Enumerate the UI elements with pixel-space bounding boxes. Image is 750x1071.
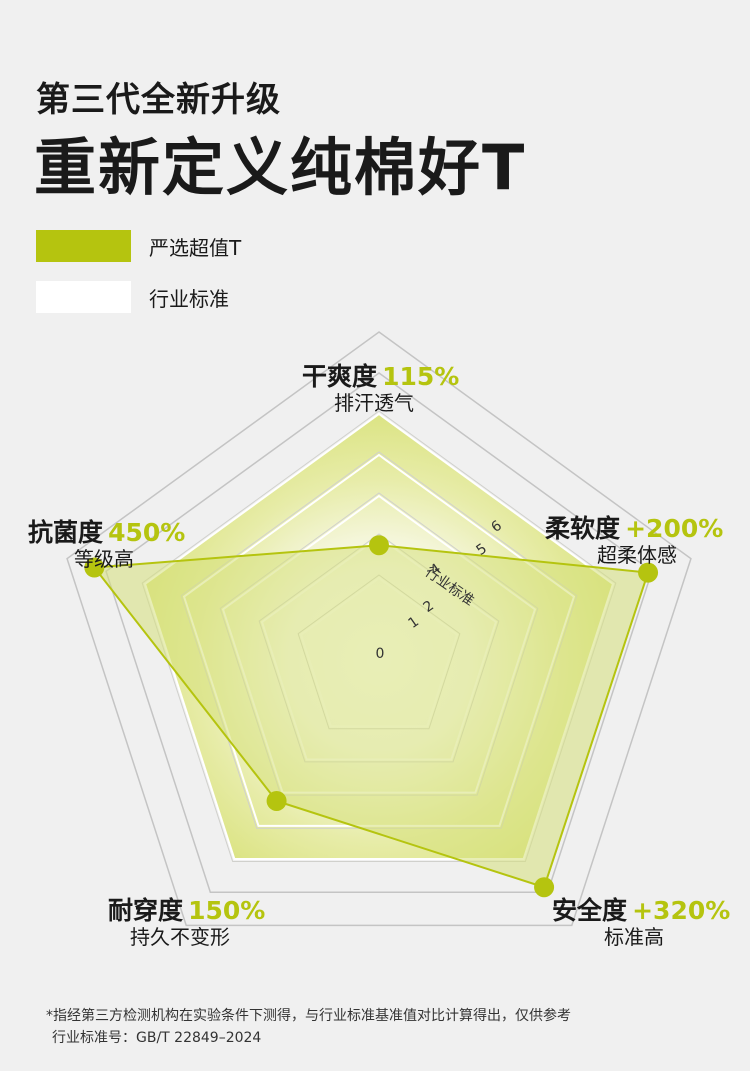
axis-name: 安全度 — [552, 896, 628, 925]
axis-label-softness: 柔软度 +200% 超柔体感 — [545, 516, 723, 565]
legend-item-standard: 行业标准 — [36, 281, 229, 313]
series-area — [92, 544, 650, 889]
footnote-disclaimer: *指经第三方检测机构在实验条件下测得，与行业标准基准值对比计算得出，仅供参考 — [46, 1008, 571, 1024]
legend-swatch-product — [36, 230, 131, 262]
axis-label-dryness: 干爽度 115% 排汗透气 — [302, 364, 459, 413]
axis-value-label: 150% — [188, 896, 266, 925]
axis-label-safety: 安全度 +320% 标准高 — [552, 898, 730, 947]
axis-label-antibacterial: 抗菌度 450% 等级高 — [28, 520, 185, 569]
axis-desc: 超柔体感 — [597, 543, 677, 567]
page-subtitle: 第三代全新升级 — [36, 80, 281, 120]
axis-desc: 等级高 — [74, 547, 134, 571]
legend-label-product: 严选超值T — [149, 235, 242, 260]
grid-ring — [105, 372, 653, 893]
axis-desc: 持久不变形 — [130, 925, 230, 949]
axis-label-durability: 耐穿度 150% 持久不变形 — [108, 898, 265, 947]
axis-value-label: 115% — [382, 362, 460, 391]
grid-ring — [143, 412, 615, 861]
grid-ring-outline — [141, 410, 617, 862]
axis-desc: 标准高 — [604, 925, 664, 949]
axis-name: 耐穿度 — [108, 896, 184, 925]
axis-desc: 排汗透气 — [334, 391, 414, 415]
footnote: *指经第三方检测机构在实验条件下测得，与行业标准基准值对比计算得出，仅供参考 行… — [46, 1005, 571, 1049]
page-title: 重新定义纯棉好T — [34, 131, 527, 204]
data-point — [266, 790, 287, 811]
axis-name: 抗菌度 — [28, 518, 104, 547]
axis-name: 干爽度 — [302, 362, 378, 391]
footnote-standard-number: 行业标准号：GB/T 22849–2024 — [52, 1030, 262, 1046]
data-point — [369, 535, 389, 556]
axis-name: 柔软度 — [545, 514, 621, 543]
axis-value-label: +200% — [625, 514, 724, 543]
data-point — [638, 562, 659, 583]
legend-item-product: 严选超值T — [36, 230, 241, 262]
data-point — [84, 557, 105, 578]
legend-label-standard: 行业标准 — [149, 286, 229, 311]
legend-swatch-standard — [36, 281, 131, 313]
axis-value-label: 450% — [108, 518, 186, 547]
axis-value-label: +320% — [632, 896, 731, 925]
grid-ring — [66, 331, 692, 927]
data-point — [534, 877, 555, 898]
tick-label: 0 — [376, 646, 385, 662]
